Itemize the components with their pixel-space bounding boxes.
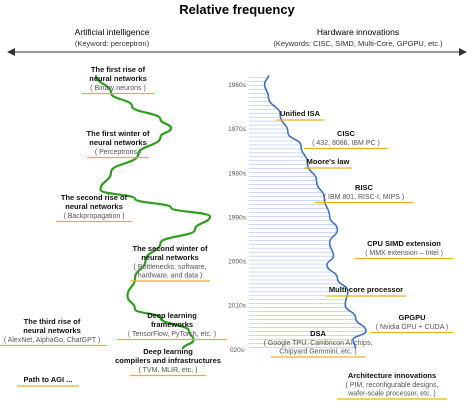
annotation-title: The third rise of [24,317,81,326]
annotation-title: Unified ISA [280,109,321,118]
annotation-title: neural networks [89,74,147,83]
annotation-detail: ( Nvidia GPU + CUDA ) [376,324,449,331]
right-annotation-2: Moore's law [304,157,352,169]
annotation-title: Path to AGI ... [24,375,73,384]
annotation-title: CISC [337,129,356,138]
annotation-title: neural networks [65,202,123,211]
annotation-title: Moore's law [307,157,350,166]
right-annotation-1: CISC ( 432, 8086, IBM PC ) [304,129,388,150]
annotation-detail: ( TVM, MLIR, etc. ) [139,367,198,374]
annotation-detail: ( Perceptrons ) [95,149,141,156]
ai-frequency-line [94,74,212,350]
annotation-detail: ( Binary neurons ) [90,85,146,92]
annotation-title: Deep learning [147,311,197,320]
annotation-detail: ( MMX extension – Intel ) [365,250,443,257]
right-annotation-6: GPGPU ( Nvidia GPU + CUDA ) [370,313,454,334]
annotation-detail: ( Google TPU, Cambricon AI chips, [264,340,373,347]
annotation-title: The second rise of [61,193,128,202]
annotation-title: Multi-core processor [329,285,403,294]
right-annotation-7: DSA ( Google TPU, Cambricon AI chips, Chip… [264,329,373,358]
left-panel-subheader: (Keyword: perceptron) [75,39,150,48]
annotation-detail: ( TensorFlow, PyTorch, etc. ) [128,331,216,338]
series-lines [94,74,367,350]
annotation-title: compilers and infrastructures [115,356,221,365]
annotation-title: CPU SIMD extension [367,239,441,248]
annotation-detail: ( Bottlenecks: software, [134,264,207,271]
annotation-title: Architecture innovations [348,371,436,380]
time-axis-label: 1960s [228,82,246,89]
left-panel-header: Artificial intelligence [75,27,150,37]
annotation-title: Deep learning [143,347,193,356]
annotation-title: neural networks [141,253,199,262]
right-annotation-4: CPU SIMD extension ( MMX extension – Inte… [355,239,453,260]
time-axis-label: 2010s [228,303,246,310]
hardware-frequency-line [263,75,367,349]
annotation-detail: ( IBM 801, RISC-I, MIPS ) [324,194,405,201]
annotation-title: frameworks [151,320,193,329]
right-annotation-3: RISC ( IBM 801, RISC-I, MIPS ) [315,183,413,204]
right-annotation-5: Multi-core processor [326,285,406,297]
hardware-hatch-area [249,77,366,348]
annotation-detail: ( 432, 8086, IBM PC ) [312,140,380,147]
annotation-detail: wafer-scale processor, etc. ) [347,391,436,398]
annotation-title: neural networks [23,326,81,335]
annotation-detail: ( AlexNet, AlphaGo, ChatGPT ) [4,337,100,344]
right-panel-subheader: (Keywords: CISC, SIMD, Multi-Core, GPGPU… [273,39,443,48]
right-annotation-8: Architecture innovations ( PIM, reconfigu… [337,371,447,400]
time-axis-label: 2000s [228,259,246,266]
time-axis-label: 1970s [228,126,246,133]
right-annotation-0: Unified ISA [276,109,324,121]
annotation-title: DSA [310,329,326,338]
right-panel-header: Hardware innovations [317,27,399,37]
annotation-title: The second winter of [132,244,208,253]
annotation-detail: Chipyard Gemmini, etc. ) [279,349,356,356]
time-axis-label: 1990s [228,214,246,221]
time-axis-label: 1980s [228,170,246,177]
annotation-title: neural networks [89,138,147,147]
annotation-title: The first winter of [87,129,150,138]
annotation-title: RISC [355,183,374,192]
time-axis: 1960s 1970s 1980s 1990s 2000s 2010s 020s [228,82,246,354]
chart-title: Relative frequency [179,2,295,17]
annotation-title: GPGPU [398,313,425,322]
left-annotation-7: Path to AGI ... [17,375,79,387]
annotation-detail: hardware, and data ) [138,273,203,280]
annotation-title: The first rise of [91,65,146,74]
annotation-detail: ( Backpropagation ) [63,213,124,220]
time-axis-label: 020s [230,347,245,354]
annotation-detail: ( PIM, reconfigurable designs, [346,382,439,389]
